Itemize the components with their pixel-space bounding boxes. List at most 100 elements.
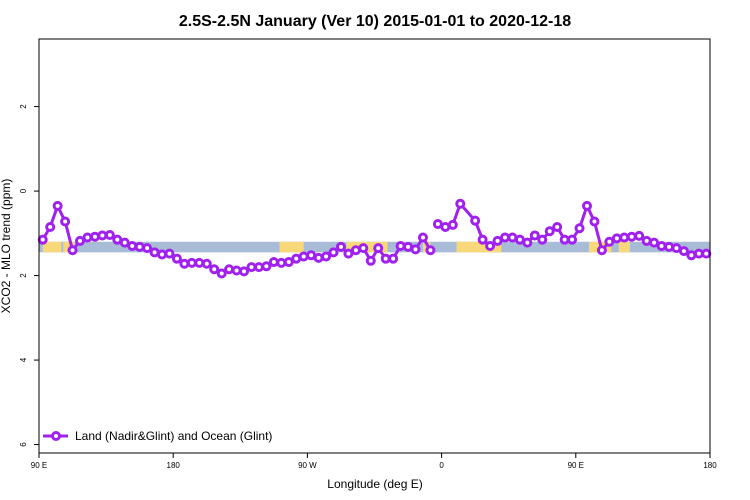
data-point: [246, 262, 257, 273]
data-point: [596, 245, 607, 256]
data-point: [142, 243, 153, 254]
chart-title: 2.5S-2.5N January (Ver 10) 2015-01-01 to…: [179, 13, 571, 30]
x-axis-label: Longitude (deg E): [327, 477, 422, 491]
x-tick-label: 90 E: [31, 461, 47, 470]
data-point: [403, 241, 414, 252]
data-point: [328, 247, 339, 258]
y-axis-label: XCO2 - MLO trend (ppm): [0, 179, 13, 314]
data-point: [261, 261, 272, 272]
data-point: [97, 230, 108, 241]
data-point: [306, 250, 317, 261]
data-point: [544, 226, 555, 237]
data-point: [455, 198, 466, 209]
y-tick-label: 0: [19, 188, 28, 193]
data-point: [224, 264, 235, 275]
data-point: [671, 243, 682, 254]
series-layer: [37, 198, 712, 279]
y-tick-label: 4: [19, 357, 28, 362]
data-point: [663, 241, 674, 252]
data-point: [112, 234, 123, 245]
data-point: [134, 241, 145, 252]
data-point: [82, 232, 93, 243]
data-point: [276, 257, 287, 268]
land-band-segment: [422, 241, 427, 253]
data-point: [164, 248, 175, 259]
y-tick-label: 2: [19, 104, 28, 109]
x-axis: 90 E 180 90 W 0 90 E 180: [31, 453, 717, 470]
data-point: [231, 265, 242, 276]
data-point: [522, 237, 533, 248]
data-point: [567, 234, 578, 245]
data-point: [194, 257, 205, 268]
data-point: [574, 223, 585, 234]
data-point: [581, 200, 592, 211]
data-point: [127, 241, 138, 251]
data-point: [641, 235, 652, 246]
x-tick-label: 0: [439, 461, 444, 470]
legend: Land (Nadir&Glint) and Ocean (Glint): [43, 429, 272, 443]
data-point: [209, 264, 220, 275]
data-point: [52, 200, 63, 211]
data-point: [350, 245, 361, 256]
x-tick-label: 180: [703, 461, 717, 470]
data-point: [410, 244, 421, 255]
data-point: [313, 252, 324, 263]
data-point: [171, 253, 182, 264]
plot-frame: [38, 38, 711, 454]
data-point: [268, 257, 279, 268]
data-point: [75, 235, 86, 246]
land-band-segment: [618, 241, 630, 253]
data-point: [686, 250, 697, 261]
data-point: [395, 241, 406, 251]
data-point: [149, 247, 160, 258]
data-point: [619, 232, 630, 243]
y-tick-label: 2: [19, 273, 28, 278]
data-point: [529, 230, 540, 241]
data-point: [693, 248, 704, 259]
data-point: [656, 241, 667, 251]
data-point: [611, 233, 622, 244]
data-point: [291, 253, 302, 264]
data-point: [119, 237, 130, 248]
x-tick-label: 90 W: [298, 461, 317, 470]
data-point: [537, 234, 548, 245]
x-tick-label: 180: [167, 461, 181, 470]
data-point: [514, 234, 525, 245]
data-point: [186, 257, 197, 268]
x-tick-label: 90 E: [568, 461, 584, 470]
data-point: [559, 234, 570, 245]
data-point: [60, 216, 71, 227]
y-tick-label: 6: [19, 442, 28, 447]
data-point: [343, 248, 354, 259]
data-point: [89, 231, 100, 242]
data-point: [358, 243, 369, 254]
data-point: [201, 258, 212, 269]
data-point: [45, 221, 56, 232]
data-point: [432, 219, 443, 230]
data-point: [388, 253, 399, 264]
data-point: [485, 241, 496, 251]
data-point: [365, 255, 376, 266]
data-point: [507, 232, 518, 243]
data-point: [634, 230, 645, 241]
data-point: [253, 262, 264, 273]
data-point: [239, 266, 250, 277]
data-point: [440, 221, 451, 232]
data-point: [678, 246, 689, 257]
legend-label: Land (Nadir&Glint) and Ocean (Glint): [75, 429, 272, 443]
data-point: [649, 237, 660, 248]
data-point: [335, 241, 346, 252]
data-point: [626, 231, 637, 242]
land-band-segment: [279, 241, 304, 253]
data-point: [157, 249, 168, 260]
legend-marker-swatch: [51, 431, 61, 441]
data-point: [373, 243, 384, 254]
data-point: [380, 253, 391, 264]
data-point: [216, 268, 227, 279]
data-point: [104, 230, 115, 241]
data-point: [298, 251, 309, 262]
data-point: [417, 232, 428, 243]
land-band-segment: [42, 241, 62, 253]
data-point: [589, 216, 600, 227]
